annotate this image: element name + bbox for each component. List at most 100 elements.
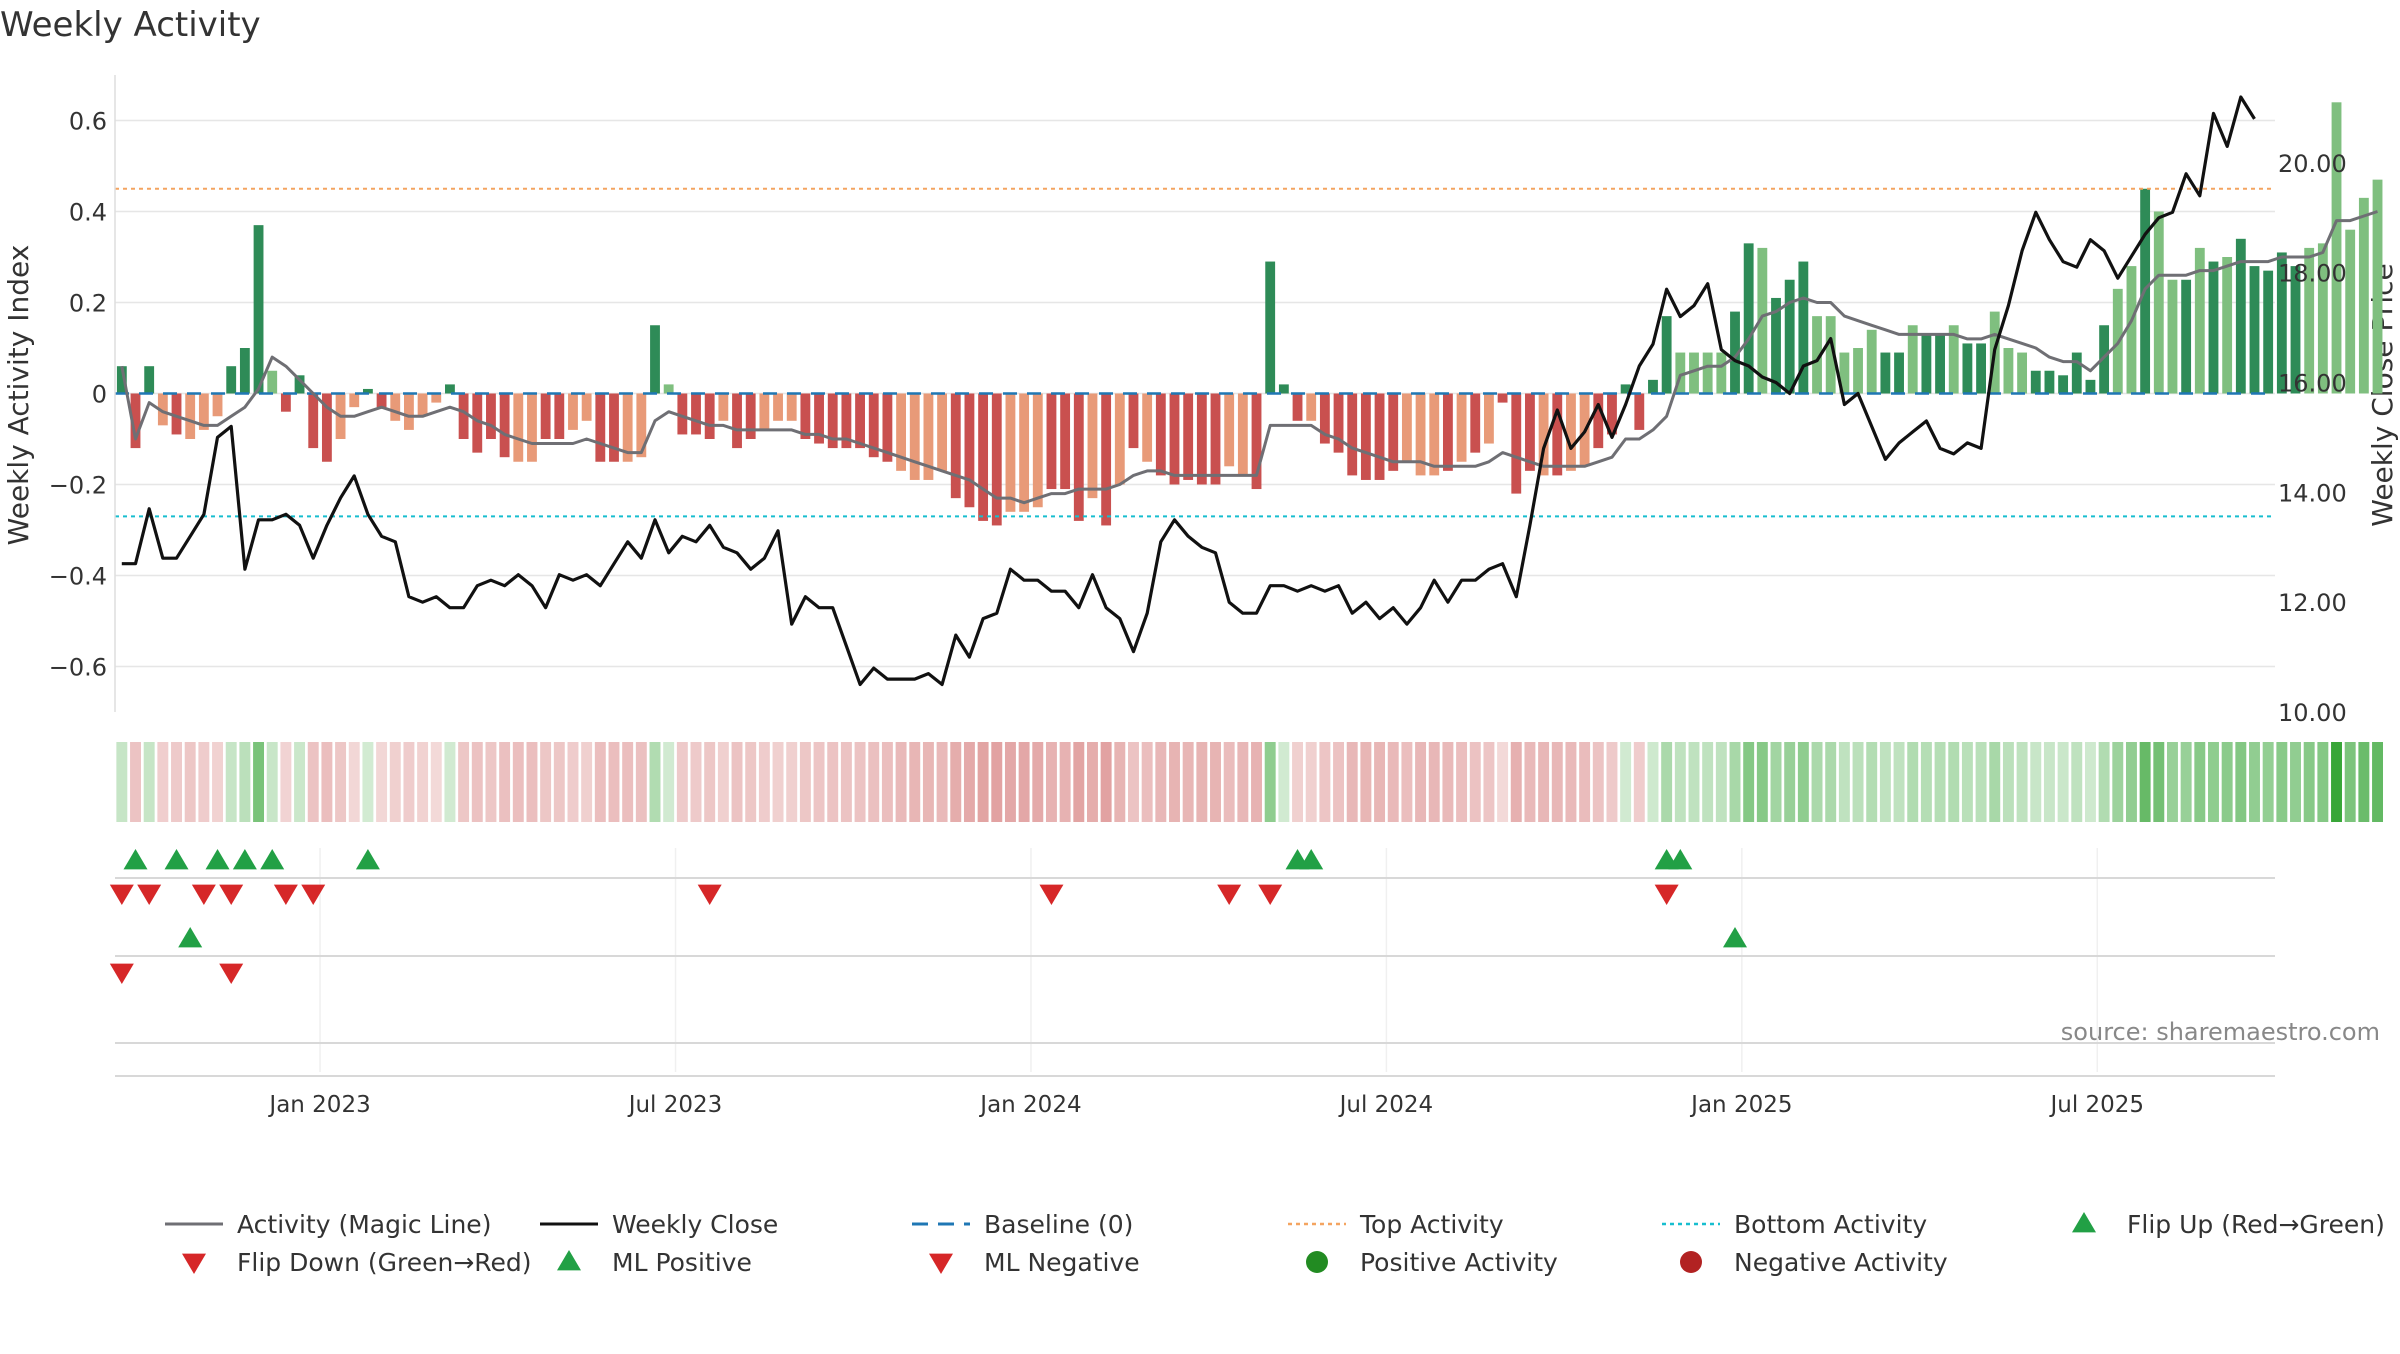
heat-cell (813, 742, 825, 822)
heat-cell (1415, 742, 1427, 822)
activity-bar (1046, 393, 1057, 490)
activity-bar (650, 325, 660, 394)
heat-cell (690, 742, 702, 822)
heat-cell (430, 742, 442, 822)
legend-label: Activity (Magic Line) (237, 1210, 491, 1239)
activity-bar (1456, 393, 1467, 462)
activity-bar (855, 393, 865, 449)
heat-cell (1538, 742, 1550, 822)
weekly-close-line (121, 95, 2256, 687)
legend: Activity (Magic Line) Weekly Close Baselin… (165, 1210, 2385, 1277)
activity-bar (636, 393, 647, 458)
heat-cell (1620, 742, 1632, 822)
activity-bar (1743, 243, 1754, 394)
heat-cell (1524, 742, 1536, 822)
activity-bar (445, 384, 455, 394)
heat-cell (1155, 742, 1167, 822)
heat-cell (676, 742, 688, 822)
legend-label: Flip Up (Red→Green) (2127, 1210, 2385, 1239)
heat-cell (1333, 742, 1345, 822)
heat-cell (2372, 742, 2383, 822)
heat-cell (253, 742, 265, 822)
heat-cell (1907, 742, 1919, 822)
flip-down-marker (1217, 884, 1242, 905)
heat-cell (321, 742, 333, 822)
heat-cell (2221, 742, 2233, 822)
heat-cell (198, 742, 210, 822)
heat-cell (2153, 742, 2165, 822)
heat-cell (1237, 742, 1249, 822)
heat-cell (567, 742, 579, 822)
activity-bar (950, 393, 961, 499)
activity-bar (1976, 343, 1986, 394)
activity-bar (2317, 243, 2328, 394)
heat-cell (1510, 742, 1522, 822)
heat-cell (1934, 742, 1946, 822)
activity-bar (663, 384, 674, 394)
y-tick-label: 0 (92, 381, 107, 409)
activity-bar (1388, 393, 1399, 471)
activity-bar (2304, 247, 2315, 394)
heat-cell (389, 742, 401, 822)
heat-cell (786, 742, 798, 822)
heat-cell (157, 742, 169, 822)
activity-bar (2126, 266, 2137, 394)
heat-cell (649, 742, 661, 822)
activity-bar (2071, 352, 2082, 394)
legend-swatch-circle (1306, 1251, 1328, 1273)
legend-label: Top Activity (1359, 1210, 1504, 1239)
activity-bar (581, 393, 592, 421)
heat-cell (1743, 742, 1755, 822)
heat-cell (1032, 742, 1044, 822)
heat-cell (1592, 742, 1604, 822)
activity-bar (198, 393, 209, 430)
y-axis-label: Weekly Activity Index (2, 245, 35, 546)
heat-cell (1469, 742, 1481, 822)
heat-cell (936, 742, 948, 822)
heat-cell (294, 742, 306, 822)
heat-cell (2180, 742, 2192, 822)
heat-cell (1223, 742, 1235, 822)
heat-cell (184, 742, 196, 822)
legend-label: Flip Down (Green→Red) (237, 1248, 532, 1277)
heat-cell (1633, 742, 1645, 822)
flip-up-marker (1299, 849, 1324, 870)
legend-item: ML Negative (929, 1248, 1140, 1277)
activity-bar (595, 393, 606, 462)
flip-up-marker (232, 849, 257, 870)
heat-cell (1674, 742, 1686, 822)
heat-cell (1702, 742, 1714, 822)
y-tick-label: 0.6 (69, 108, 107, 136)
heat-cell (1319, 742, 1331, 822)
activity-bar (937, 393, 948, 471)
activity-bar (417, 393, 428, 417)
activity-bar (2044, 370, 2055, 394)
activity-bar (321, 393, 332, 462)
heat-cell (1975, 742, 1987, 822)
activity-bar (1894, 352, 1904, 394)
heat-cell (827, 742, 839, 822)
legend-swatch-down-triangle (929, 1253, 953, 1274)
legend-swatch-up-triangle (2072, 1212, 2096, 1233)
activity-bar (773, 393, 783, 421)
heat-cell (171, 742, 182, 822)
heat-cell (977, 742, 989, 822)
activity-bar (527, 393, 537, 462)
activity-bar (1634, 393, 1645, 430)
heat-cell (335, 742, 347, 822)
heat-cell (1045, 742, 1057, 822)
heat-cell (1442, 742, 1454, 822)
x-tick-label: Jan 2025 (1689, 1092, 1792, 1118)
activity-bar (2345, 229, 2356, 394)
legend-item: Weekly Close (540, 1210, 778, 1239)
flip-up-marker (260, 849, 285, 870)
ml-positive-marker (178, 927, 203, 948)
activity-bar (1593, 393, 1604, 449)
heat-cell (1292, 742, 1303, 822)
heat-cell (1196, 742, 1208, 822)
activity-bar (909, 393, 920, 480)
activity-bar (609, 393, 619, 462)
y2-tick-label: 20.00 (2278, 150, 2347, 178)
activity-bar (280, 393, 291, 412)
chart-lines (115, 95, 2378, 687)
